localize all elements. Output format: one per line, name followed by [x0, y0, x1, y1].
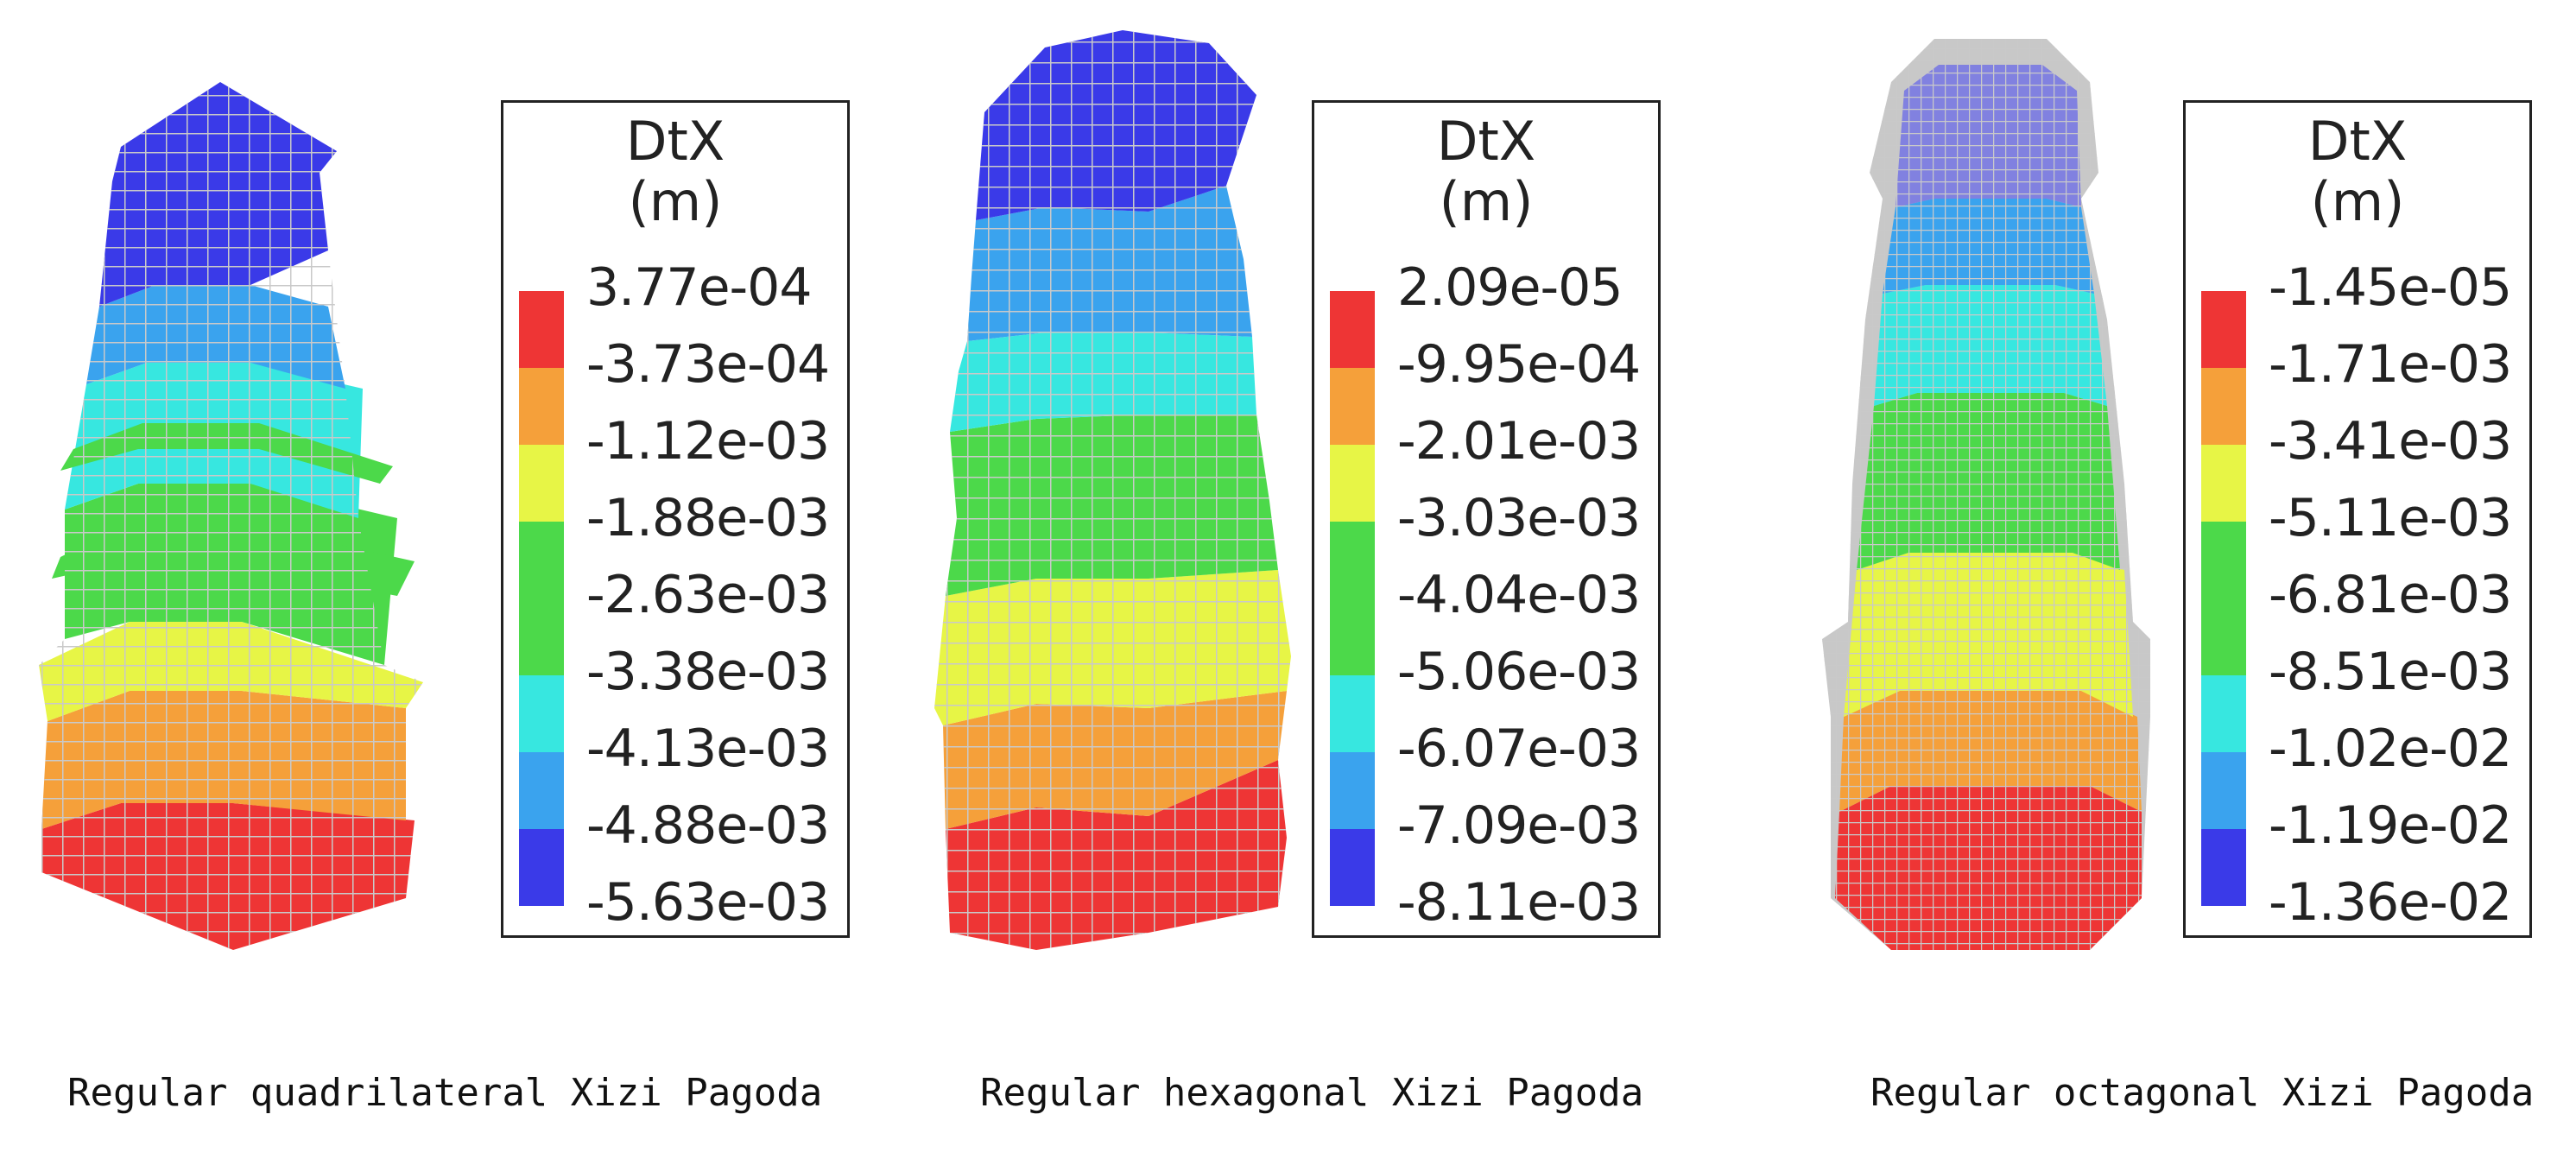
legend-swatch-2	[519, 445, 564, 522]
legend-swatch-4	[1330, 598, 1375, 675]
legend-label-4: -6.81e-03	[2269, 565, 2512, 625]
legend-label-5: -5.06e-03	[1397, 642, 1641, 702]
legend-label-8: -1.36e-02	[2269, 872, 2512, 933]
legend-swatch-5	[1330, 675, 1375, 752]
legend-label-5: -3.38e-03	[586, 642, 830, 702]
legend-label-8: -5.63e-03	[586, 872, 830, 933]
caption-hexagonal: Regular hexagonal Xizi Pagoda	[980, 1071, 1644, 1115]
pagoda-quadrilateral-mesh	[39, 82, 423, 950]
legend-label-3: -5.11e-03	[2269, 488, 2512, 548]
legend-swatch-0	[2201, 291, 2246, 368]
caption-octagonal: Regular octagonal Xizi Pagoda	[1870, 1071, 2535, 1115]
legend-label-7: -1.19e-02	[2269, 795, 2512, 856]
legend-swatch-1	[519, 368, 564, 445]
pagoda-hexagonal-mesh	[934, 30, 1291, 950]
legend-colorbar	[519, 291, 564, 906]
legend-swatch-7	[2201, 829, 2246, 906]
legend-swatch-1	[1330, 368, 1375, 445]
legend-label-3: -1.88e-03	[586, 488, 830, 548]
legend-swatch-5	[2201, 675, 2246, 752]
pagoda-quadrilateral-model	[39, 82, 423, 950]
legend-octagonal: DtX (m) -1.45e-05 -1.71e-03 -3.41e-03 -5…	[2183, 100, 2532, 938]
legend-swatch-3	[2201, 522, 2246, 598]
legend-swatch-4	[519, 598, 564, 675]
legend-swatch-3	[1330, 522, 1375, 598]
legend-swatch-2	[1330, 445, 1375, 522]
legend-swatch-1	[2201, 368, 2246, 445]
legend-label-0: 3.77e-04	[586, 257, 813, 318]
legend-swatch-6	[519, 752, 564, 829]
legend-title-quantity: DtX	[1436, 110, 1536, 173]
legend-hexagonal: DtX (m) 2.09e-05 -9.95e-04 -2.01e-03 -3.…	[1312, 100, 1661, 938]
legend-swatch-7	[519, 829, 564, 906]
caption-quadrilateral: Regular quadrilateral Xizi Pagoda	[67, 1071, 823, 1115]
pagoda-octagonal-model	[1822, 39, 2150, 950]
legend-colorbar	[1330, 291, 1375, 906]
legend-title-unit: (m)	[2310, 170, 2405, 233]
legend-title-unit: (m)	[1439, 170, 1534, 233]
legend-label-6: -4.13e-03	[586, 719, 830, 779]
pagoda-octagonal-mesh	[1822, 39, 2150, 950]
legend-label-2: -2.01e-03	[1397, 411, 1641, 472]
legend-title-unit: (m)	[628, 170, 723, 233]
legend-label-6: -6.07e-03	[1397, 719, 1641, 779]
legend-label-0: -1.45e-05	[2269, 257, 2512, 318]
legend-swatch-7	[1330, 829, 1375, 906]
legend-swatch-6	[1330, 752, 1375, 829]
legend-label-2: -3.41e-03	[2269, 411, 2512, 472]
legend-swatch-0	[519, 291, 564, 368]
panel-hexagonal: DtX (m) 2.09e-05 -9.95e-04 -2.01e-03 -3.…	[864, 0, 1727, 1165]
legend-label-1: -9.95e-04	[1397, 334, 1641, 395]
legend-label-3: -3.03e-03	[1397, 488, 1641, 548]
legend-colorbar	[2201, 291, 2246, 906]
legend-label-7: -7.09e-03	[1397, 795, 1641, 856]
legend-label-1: -3.73e-04	[586, 334, 830, 395]
legend-title-quantity: DtX	[2307, 110, 2408, 173]
legend-label-7: -4.88e-03	[586, 795, 830, 856]
legend-title-quantity: DtX	[625, 110, 725, 173]
legend-swatch-6	[2201, 752, 2246, 829]
legend-label-4: -2.63e-03	[586, 565, 830, 625]
legend-label-1: -1.71e-03	[2269, 334, 2512, 395]
legend-swatch-5	[519, 675, 564, 752]
panel-octagonal: DtX (m) -1.45e-05 -1.71e-03 -3.41e-03 -5…	[1727, 0, 2576, 1165]
legend-label-0: 2.09e-05	[1397, 257, 1623, 318]
legend-label-2: -1.12e-03	[586, 411, 830, 472]
legend-swatch-2	[2201, 445, 2246, 522]
panel-quadrilateral: DtX (m) 3.77e-04 -3.73e-04 -1.12e-03 -1.…	[0, 0, 864, 1165]
legend-swatch-3	[519, 522, 564, 598]
legend-swatch-0	[1330, 291, 1375, 368]
legend-swatch-4	[2201, 598, 2246, 675]
legend-quadrilateral: DtX (m) 3.77e-04 -3.73e-04 -1.12e-03 -1.…	[501, 100, 850, 938]
pagoda-hexagonal-model	[934, 30, 1291, 950]
legend-label-8: -8.11e-03	[1397, 872, 1641, 933]
legend-label-4: -4.04e-03	[1397, 565, 1641, 625]
legend-label-5: -8.51e-03	[2269, 642, 2512, 702]
legend-label-6: -1.02e-02	[2269, 719, 2512, 779]
